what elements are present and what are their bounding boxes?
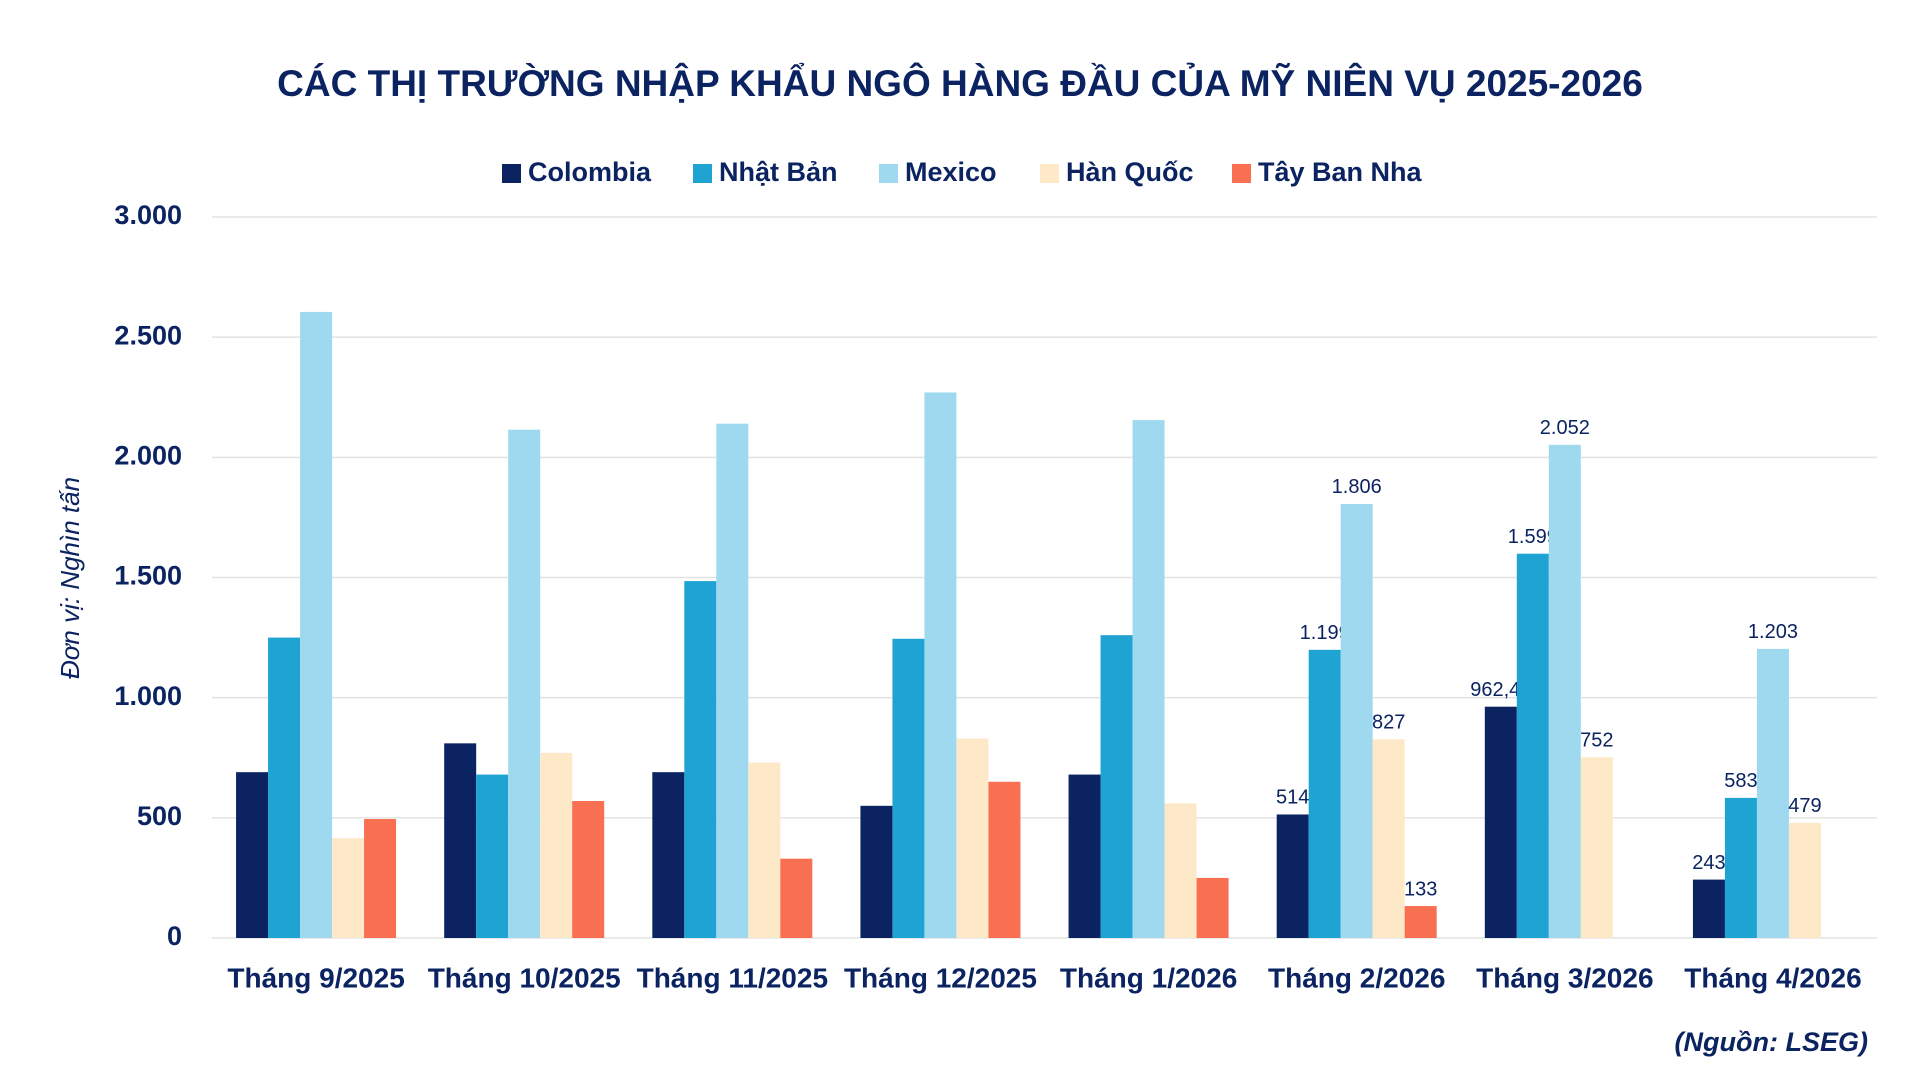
data-label: 1.806 <box>1332 476 1382 498</box>
legend-label: Nhật Bản <box>719 157 838 187</box>
data-label: 1.203 <box>1748 621 1798 643</box>
y-tick-label: 500 <box>137 801 182 831</box>
bar <box>1372 739 1405 938</box>
bar <box>1164 803 1197 938</box>
data-label: 962,44 <box>1470 679 1531 701</box>
legend-label: Hàn Quốc <box>1066 157 1194 187</box>
bar <box>1756 648 1789 938</box>
bar <box>1100 635 1133 938</box>
bar <box>1308 649 1341 938</box>
bar <box>956 738 989 938</box>
bar <box>1340 503 1373 938</box>
bar <box>476 774 509 938</box>
x-tick-label: Tháng 10/2025 <box>428 962 621 993</box>
x-tick-label: Tháng 3/2026 <box>1476 962 1653 993</box>
y-tick-label: 2.000 <box>114 440 182 470</box>
data-label: 827 <box>1372 712 1405 734</box>
data-label: 1.599 <box>1508 526 1558 548</box>
data-label: 2.052 <box>1540 417 1590 439</box>
bar <box>1404 906 1437 938</box>
bar <box>1068 774 1101 938</box>
bar <box>652 772 685 938</box>
x-tick-label: Tháng 4/2026 <box>1684 962 1861 993</box>
bar <box>1548 444 1581 938</box>
data-label: 243 <box>1692 852 1725 874</box>
bar <box>332 838 365 938</box>
bar <box>236 772 269 938</box>
x-tick-label: Tháng 9/2025 <box>227 962 404 993</box>
bar <box>780 858 813 938</box>
bar <box>1724 797 1757 938</box>
legend-swatch <box>502 164 521 183</box>
bar <box>1788 822 1821 938</box>
legend-swatch <box>693 164 712 183</box>
bar <box>1516 553 1549 938</box>
bar <box>364 819 397 938</box>
bar <box>892 638 925 938</box>
legend-label: Mexico <box>905 157 997 187</box>
y-tick-label: 1.000 <box>114 681 182 711</box>
legend-label: Colombia <box>528 157 652 187</box>
data-label: 479 <box>1788 795 1821 817</box>
y-tick-label: 2.500 <box>114 320 182 350</box>
legend-swatch <box>879 164 898 183</box>
bar <box>1276 814 1309 938</box>
bar <box>268 637 301 938</box>
y-axis-label: Đơn vị: Nghìn tấn <box>55 477 85 679</box>
x-tick-label: Tháng 2/2026 <box>1268 962 1445 993</box>
bar <box>1196 877 1229 938</box>
source: (Nguồn: LSEG) <box>1675 1027 1868 1057</box>
bar <box>1580 757 1613 938</box>
bar <box>572 801 605 938</box>
y-tick-label: 0 <box>167 921 182 951</box>
chart-title: CÁC THỊ TRƯỜNG NHẬP KHẨU NGÔ HÀNG ĐẦU CỦ… <box>277 62 1643 104</box>
bar <box>716 423 749 939</box>
bar <box>1132 420 1165 938</box>
bar <box>988 781 1021 938</box>
data-label: 752 <box>1580 730 1613 752</box>
bar <box>924 392 957 938</box>
legend-swatch <box>1040 164 1059 183</box>
legend-swatch <box>1232 164 1251 183</box>
bar <box>300 311 333 939</box>
data-label: 514 <box>1276 787 1309 809</box>
bar <box>684 581 717 938</box>
bar <box>860 805 893 938</box>
bar <box>748 762 781 938</box>
y-tick-label: 3.000 <box>114 200 182 230</box>
x-tick-label: Tháng 12/2025 <box>844 962 1037 993</box>
data-label: 133 <box>1404 878 1437 900</box>
data-label: 583 <box>1724 770 1757 792</box>
bar <box>444 743 477 938</box>
x-tick-label: Tháng 11/2025 <box>637 962 828 993</box>
x-tick-label: Tháng 1/2026 <box>1060 962 1237 993</box>
bar <box>1692 879 1725 938</box>
bar <box>1484 706 1517 938</box>
bar <box>508 429 541 938</box>
y-tick-label: 1.500 <box>114 561 182 591</box>
data-label: 1.199 <box>1300 622 1350 644</box>
bar <box>540 752 573 938</box>
legend-label: Tây Ban Nha <box>1258 157 1423 187</box>
